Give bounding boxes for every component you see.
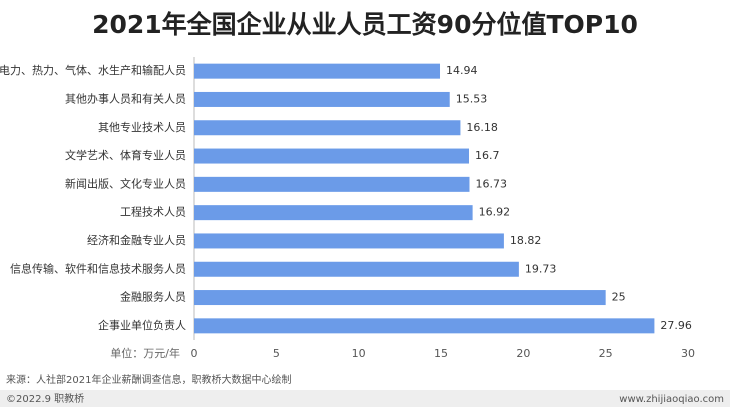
bar [194,290,606,306]
y-tick-label: 企事业单位负责人 [98,318,186,332]
bar [194,120,461,136]
y-tick-label: 其他办事人员和有关人员 [65,91,186,105]
value-label: 16.73 [475,177,507,190]
footer-left: ©2022.9 职教桥 [6,392,84,405]
x-tick-label: 30 [681,347,695,360]
bar [194,91,450,107]
value-label: 16.92 [479,206,511,219]
footer-right: www.zhijiaoqiao.com [619,394,724,405]
footer-bar [0,390,730,407]
x-axis-unit: 单位：万元/年 [110,346,180,360]
bar [194,63,441,79]
x-tick-label: 0 [191,347,198,360]
bar [194,148,469,164]
value-label: 18.82 [510,234,542,247]
value-label: 25 [612,291,626,304]
source: 来源：人社部2021年企业薪酬调查信息，职教桥大数据中心绘制 [6,373,291,386]
bar [194,261,519,277]
bar [194,318,655,334]
value-label: 15.53 [456,92,488,105]
value-label: 27.96 [660,319,692,332]
x-tick-label: 10 [352,347,366,360]
y-tick-label: 文学艺术、体育专业人员 [65,148,186,162]
chart-title: 2021年全国企业从业人员工资90分位值TOP10 [92,10,638,39]
x-tick-label: 5 [273,347,280,360]
x-tick-label: 25 [599,347,613,360]
x-tick-label: 15 [434,347,448,360]
value-label: 14.94 [446,64,478,77]
bar [194,233,504,249]
y-tick-label: 信息传输、软件和信息技术服务人员 [10,261,186,275]
y-tick-label: 金融服务人员 [120,290,186,304]
value-label: 16.7 [475,149,500,162]
bar [194,176,470,192]
y-tick-label: 其他专业技术人员 [98,120,186,134]
y-tick-label: 经济和金融专业人员 [87,233,186,247]
bar [194,205,473,221]
value-label: 19.73 [525,262,557,275]
x-tick-label: 20 [516,347,530,360]
y-tick-label: 新闻出版、文化专业人员 [65,176,186,190]
value-label: 16.18 [466,121,498,134]
y-tick-label: 电力、热力、气体、水生产和输配人员 [0,63,186,77]
y-tick-label: 工程技术人员 [120,206,186,219]
